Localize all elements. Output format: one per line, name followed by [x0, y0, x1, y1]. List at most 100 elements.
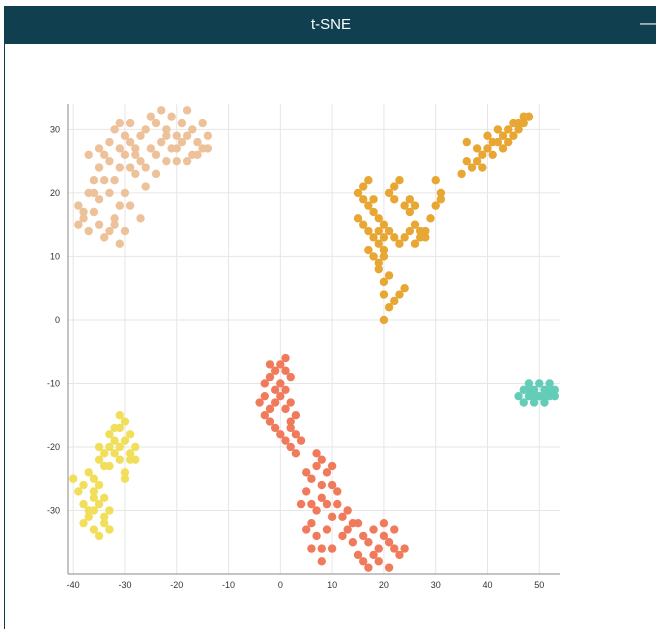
data-point: [74, 220, 83, 229]
data-point: [276, 430, 285, 439]
y-tick-label: -30: [47, 505, 60, 515]
data-point: [322, 468, 332, 477]
x-tick-label: 50: [534, 580, 544, 590]
data-point: [478, 150, 487, 160]
data-point: [188, 150, 197, 160]
data-point: [302, 468, 311, 477]
data-point: [286, 398, 295, 407]
data-point: [317, 480, 326, 490]
x-tick-label: -20: [170, 580, 183, 590]
data-point: [498, 131, 508, 140]
data-point: [120, 226, 130, 236]
data-point: [89, 188, 99, 198]
data-point: [141, 125, 150, 134]
data-point: [359, 557, 368, 566]
data-point: [115, 144, 124, 153]
x-tick-label: 20: [379, 580, 389, 590]
data-point: [89, 474, 99, 483]
data-point: [307, 544, 316, 553]
y-tick-label: -10: [47, 378, 60, 388]
data-point: [296, 499, 306, 509]
data-point: [327, 544, 337, 553]
data-point: [327, 512, 337, 522]
data-point: [364, 226, 373, 236]
x-tick-label: 40: [482, 580, 492, 590]
data-point: [364, 201, 373, 210]
data-point: [94, 531, 104, 541]
data-point: [270, 366, 280, 375]
data-point: [410, 220, 420, 229]
data-point: [296, 436, 306, 445]
data-point: [312, 506, 321, 515]
y-tick-label: -20: [47, 442, 60, 452]
data-point: [307, 474, 316, 483]
data-point: [338, 512, 347, 522]
data-point: [136, 156, 145, 166]
scatter-points: [68, 106, 560, 572]
data-point: [390, 233, 399, 242]
data-point: [131, 455, 140, 464]
data-point: [120, 150, 130, 160]
data-point: [379, 233, 389, 242]
data-point: [125, 163, 135, 172]
data-point: [79, 214, 88, 223]
data-point: [374, 214, 383, 223]
data-point: [333, 499, 342, 509]
data-point: [281, 353, 290, 363]
data-point: [545, 385, 554, 395]
data-point: [177, 118, 187, 128]
cluster-1: [74, 106, 213, 248]
data-point: [384, 271, 394, 280]
x-tick-label: -30: [118, 580, 131, 590]
data-point: [281, 404, 290, 414]
data-point: [125, 137, 135, 147]
data-point: [120, 188, 130, 198]
y-tick-label: 20: [50, 188, 60, 198]
data-point: [120, 417, 130, 426]
data-point: [540, 398, 549, 407]
data-point: [151, 150, 161, 160]
data-point: [359, 220, 368, 229]
y-tick-label: 10: [50, 251, 60, 261]
data-point: [84, 226, 93, 236]
data-point: [141, 182, 150, 191]
data-point: [100, 512, 109, 522]
data-point: [514, 391, 523, 401]
data-point: [94, 442, 104, 452]
data-point: [105, 442, 114, 452]
data-point: [94, 499, 104, 509]
data-point: [120, 131, 130, 140]
data-point: [100, 176, 109, 185]
data-point: [89, 506, 99, 515]
data-point: [400, 283, 409, 293]
data-point: [89, 207, 99, 217]
minimize-button[interactable]: —: [640, 15, 656, 32]
data-point: [172, 131, 181, 140]
data-point: [529, 391, 539, 401]
data-point: [348, 538, 358, 547]
cluster-3: [255, 353, 409, 572]
data-point: [379, 531, 389, 541]
cluster-5: [514, 379, 560, 407]
data-point: [115, 455, 124, 464]
data-point: [115, 442, 124, 452]
data-point: [379, 252, 389, 261]
x-tick-label: 0: [278, 580, 283, 590]
data-point: [504, 137, 513, 147]
data-point: [105, 226, 114, 236]
data-point: [478, 163, 487, 172]
data-point: [426, 214, 435, 223]
data-point: [410, 239, 420, 248]
data-point: [353, 214, 363, 223]
data-point: [125, 430, 135, 439]
data-point: [364, 563, 373, 572]
data-point: [110, 449, 119, 458]
data-point: [110, 125, 119, 134]
data-point: [302, 525, 311, 534]
data-point: [89, 487, 99, 496]
data-point: [327, 480, 337, 490]
data-point: [390, 544, 399, 553]
data-point: [312, 449, 321, 458]
data-point: [322, 499, 332, 509]
data-point: [384, 563, 394, 572]
